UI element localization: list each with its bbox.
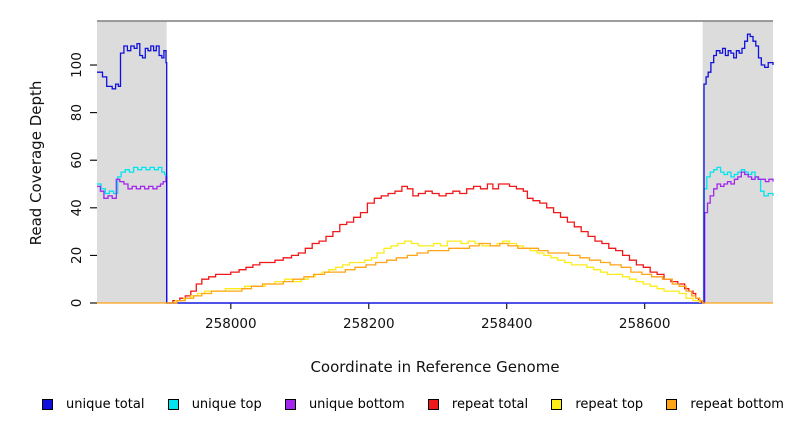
series-repeat-top — [166, 240, 701, 304]
legend-item-repeat-total: repeat total — [427, 396, 529, 412]
legend-swatch — [427, 398, 439, 410]
y-tick-label: 0 — [69, 299, 85, 308]
y-tick-label: 60 — [69, 152, 85, 169]
legend-swatch — [666, 398, 678, 410]
legend-swatch — [284, 398, 296, 410]
x-tick-label: 258400 — [481, 316, 533, 332]
x-tick-label: 258600 — [619, 316, 671, 332]
legend-item-repeat-bottom: repeat bottom — [666, 397, 784, 412]
legend-item-repeat-top: repeat top — [551, 397, 643, 412]
legend-item-unique-top: unique top — [167, 396, 262, 412]
legend-swatch — [551, 398, 563, 410]
legend: unique total unique top unique bottom repea… — [42, 395, 784, 413]
shaded-region — [702, 21, 773, 303]
y-tick-label: 80 — [69, 104, 85, 121]
legend-label: repeat top — [575, 396, 644, 412]
legend-label: unique bottom — [308, 396, 405, 412]
x-axis-title: Coordinate in Reference Genome — [310, 358, 560, 376]
legend-swatch — [42, 398, 53, 410]
series-repeat-total — [166, 183, 702, 304]
legend-label: repeat bottom — [690, 396, 784, 412]
y-tick-label: 40 — [69, 199, 85, 216]
x-tick-label: 258000 — [205, 316, 257, 332]
y-tick-label: 100 — [69, 52, 85, 78]
series-unique-total — [97, 33, 774, 304]
y-axis-title: Read Coverage Depth — [27, 80, 45, 246]
series-unique-top — [97, 166, 774, 304]
legend-item-unique-total: unique total — [42, 397, 144, 412]
legend-label: unique top — [191, 396, 262, 412]
legend-swatch — [167, 398, 179, 410]
series-repeat-bottom — [97, 242, 773, 304]
legend-label: unique total — [66, 396, 145, 412]
y-tick-label: 20 — [69, 247, 85, 264]
legend-item-unique-bottom: unique bottom — [284, 396, 405, 412]
shaded-region — [97, 21, 167, 303]
legend-label: repeat total — [451, 396, 529, 412]
x-tick-label: 258200 — [343, 316, 395, 332]
